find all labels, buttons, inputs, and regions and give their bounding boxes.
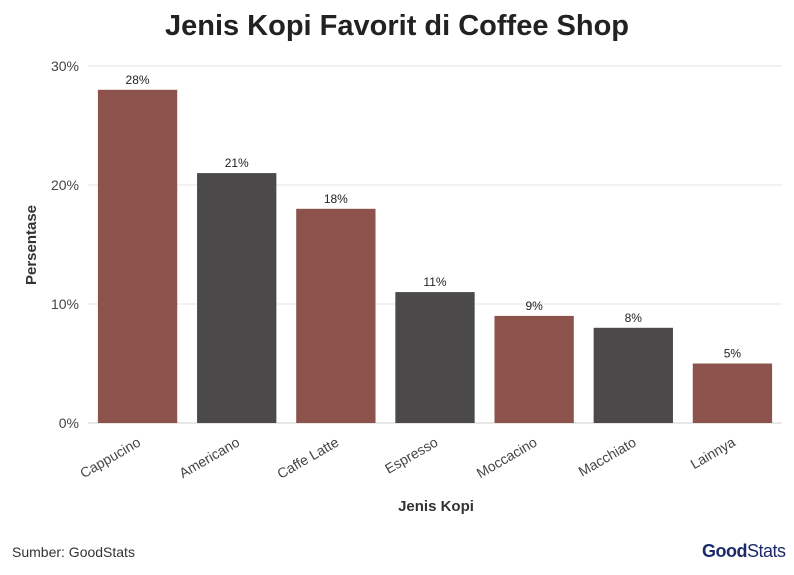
bars <box>97 89 773 424</box>
data-label: 28% <box>126 73 150 87</box>
bar <box>395 292 475 423</box>
x-axis-title: Jenis Kopi <box>398 498 474 515</box>
x-tick-label: Moccacino <box>474 434 540 481</box>
bar <box>296 208 376 423</box>
bar <box>494 315 574 423</box>
data-label: 8% <box>625 311 643 325</box>
source-note: Sumber: GoodStats <box>12 544 135 560</box>
x-axis-categories: Cappucino Americano Caffe Latte Espresso Moc… <box>77 434 738 482</box>
y-axis-ticks: 0% 10% 20% 30% <box>51 58 79 431</box>
data-label: 5% <box>724 347 742 361</box>
logo-stats-text: Stats <box>747 541 786 561</box>
x-tick-label: Americano <box>176 434 242 481</box>
y-tick-label: 0% <box>59 415 79 431</box>
y-tick-label: 10% <box>51 296 79 312</box>
data-labels: 28% 21% 18% 11% 9% 8% 5% <box>126 73 742 361</box>
goodstats-logo: GoodStats <box>702 541 786 562</box>
y-tick-label: 20% <box>51 177 79 193</box>
x-tick-label: Cappucino <box>77 434 143 481</box>
x-tick-label: Lainnya <box>687 434 738 472</box>
data-label: 9% <box>525 299 543 313</box>
bar <box>97 89 178 424</box>
y-tick-label: 30% <box>51 58 79 74</box>
bar <box>692 363 773 423</box>
chart-title: Jenis Kopi Favorit di Coffee Shop <box>164 10 630 42</box>
x-tick-label: Espresso <box>382 434 441 477</box>
logo-good-text: Good <box>702 541 748 561</box>
bar <box>593 327 673 423</box>
data-label: 11% <box>423 275 446 289</box>
y-axis-title: Persentase <box>23 205 40 285</box>
x-tick-label: Macchiato <box>576 434 639 480</box>
data-label: 18% <box>324 192 348 206</box>
x-tick-label: Caffe Latte <box>274 434 341 482</box>
data-label: 21% <box>225 156 249 170</box>
bar <box>197 173 277 423</box>
